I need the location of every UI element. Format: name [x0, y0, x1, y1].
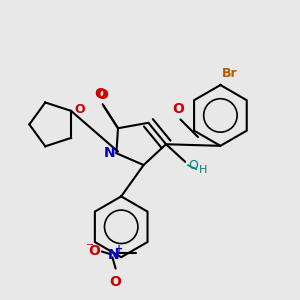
Text: N: N [107, 248, 119, 262]
Text: O: O [110, 275, 122, 289]
Text: −: − [85, 240, 94, 250]
Text: O: O [94, 87, 106, 101]
Text: H: H [199, 165, 207, 175]
Text: O: O [188, 158, 198, 172]
Text: O: O [96, 88, 108, 102]
Text: Br: Br [222, 67, 238, 80]
Text: N: N [103, 146, 115, 160]
Text: O: O [88, 244, 100, 258]
Text: O: O [74, 103, 85, 116]
Text: O: O [172, 102, 184, 116]
Text: +: + [115, 244, 123, 254]
